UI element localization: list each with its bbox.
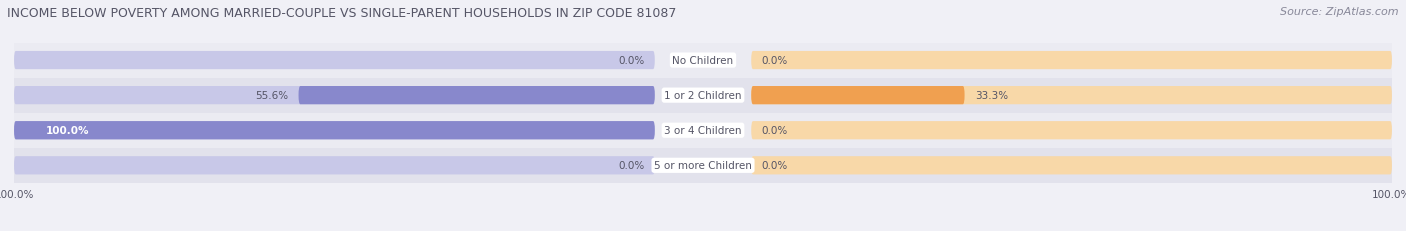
FancyBboxPatch shape (751, 52, 1392, 70)
Text: 3 or 4 Children: 3 or 4 Children (664, 126, 742, 136)
Text: 0.0%: 0.0% (762, 161, 787, 170)
Text: 55.6%: 55.6% (254, 91, 288, 101)
FancyBboxPatch shape (751, 87, 1392, 105)
Bar (14, 148, 1392, 183)
Text: 100.0%: 100.0% (46, 126, 90, 136)
Text: INCOME BELOW POVERTY AMONG MARRIED-COUPLE VS SINGLE-PARENT HOUSEHOLDS IN ZIP COD: INCOME BELOW POVERTY AMONG MARRIED-COUPL… (7, 7, 676, 20)
Text: 0.0%: 0.0% (762, 56, 787, 66)
Bar (14, 78, 1392, 113)
FancyBboxPatch shape (298, 87, 655, 105)
FancyBboxPatch shape (751, 87, 965, 105)
FancyBboxPatch shape (751, 122, 1392, 140)
Text: 0.0%: 0.0% (762, 126, 787, 136)
Text: 5 or more Children: 5 or more Children (654, 161, 752, 170)
FancyBboxPatch shape (14, 157, 655, 175)
Bar (14, 43, 1392, 78)
FancyBboxPatch shape (14, 122, 655, 140)
FancyBboxPatch shape (14, 52, 655, 70)
FancyBboxPatch shape (14, 122, 655, 140)
Text: 1 or 2 Children: 1 or 2 Children (664, 91, 742, 101)
Text: No Children: No Children (672, 56, 734, 66)
FancyBboxPatch shape (14, 87, 655, 105)
Text: Source: ZipAtlas.com: Source: ZipAtlas.com (1281, 7, 1399, 17)
FancyBboxPatch shape (751, 157, 1392, 175)
Text: 0.0%: 0.0% (619, 161, 644, 170)
Text: 33.3%: 33.3% (974, 91, 1008, 101)
Bar (14, 113, 1392, 148)
Text: 0.0%: 0.0% (619, 56, 644, 66)
